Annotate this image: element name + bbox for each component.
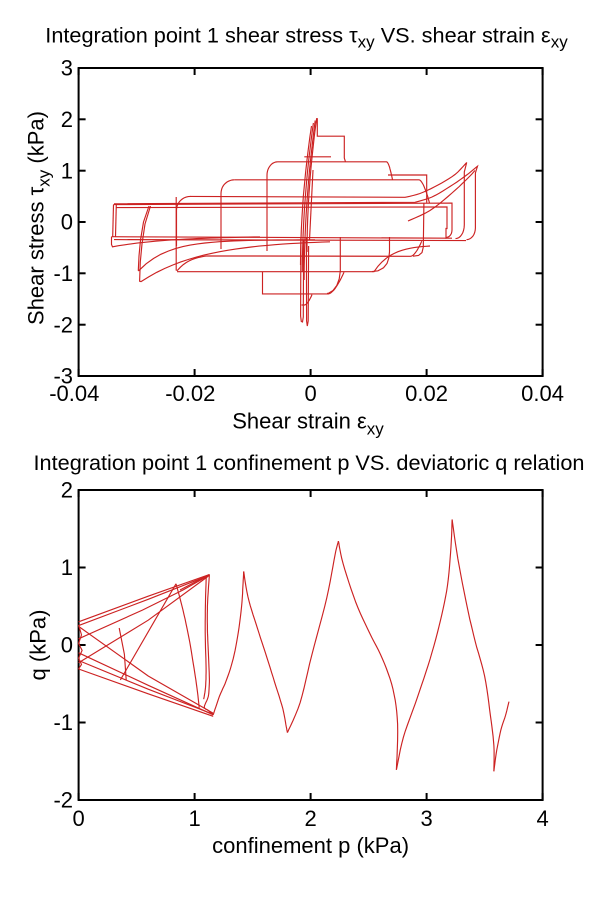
svg-text:-1: -1 xyxy=(53,710,73,735)
svg-text:-0.04: -0.04 xyxy=(49,381,99,406)
svg-text:1: 1 xyxy=(61,158,73,183)
svg-text:0: 0 xyxy=(72,806,84,831)
svg-text:-3: -3 xyxy=(53,364,73,389)
svg-text:-2: -2 xyxy=(53,312,73,337)
svg-text:0: 0 xyxy=(304,381,316,406)
svg-text:3: 3 xyxy=(61,56,73,81)
svg-text:q (kPa): q (kPa) xyxy=(25,610,50,681)
svg-text:-0.02: -0.02 xyxy=(165,381,215,406)
svg-text:confinement p (kPa): confinement p (kPa) xyxy=(212,833,409,858)
svg-text:Integration point 1 confinemen: Integration point 1 confinement p VS. de… xyxy=(34,450,585,475)
svg-text:4: 4 xyxy=(536,806,548,831)
svg-text:-1: -1 xyxy=(53,261,73,286)
svg-text:1: 1 xyxy=(188,806,200,831)
svg-text:0: 0 xyxy=(61,633,73,658)
svg-text:-2: -2 xyxy=(53,788,73,813)
svg-text:1: 1 xyxy=(61,555,73,580)
svg-text:2: 2 xyxy=(61,478,73,503)
svg-text:Shear strain εxy: Shear strain εxy xyxy=(232,409,384,439)
svg-text:3: 3 xyxy=(420,806,432,831)
svg-text:2: 2 xyxy=(61,107,73,132)
svg-text:0: 0 xyxy=(61,210,73,235)
svg-text:0.04: 0.04 xyxy=(521,381,564,406)
svg-text:Integration point 1 shear stre: Integration point 1 shear stress τxy VS.… xyxy=(45,23,568,52)
svg-text:0.02: 0.02 xyxy=(405,381,448,406)
svg-text:2: 2 xyxy=(304,806,316,831)
